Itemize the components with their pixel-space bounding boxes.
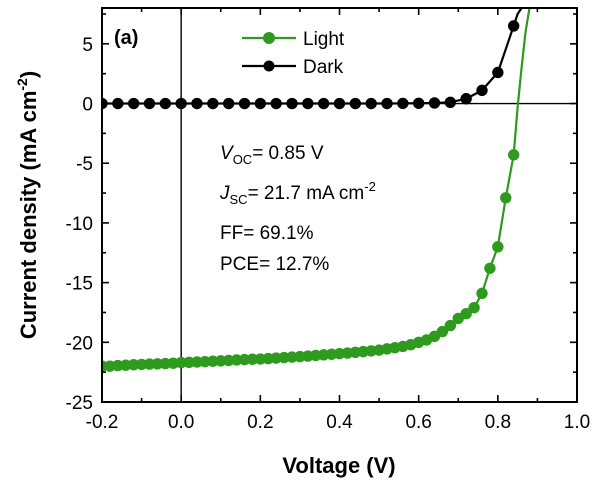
legend-light-label: Light — [303, 29, 345, 50]
data-point-light — [444, 319, 457, 332]
data-point-dark — [476, 84, 488, 97]
data-point-dark — [238, 97, 251, 110]
x-tick-label: 1.0 — [564, 412, 590, 433]
data-point-dark — [127, 97, 140, 110]
data-point-dark — [381, 97, 393, 110]
data-point-dark — [349, 97, 362, 110]
y-axis-ticks: -25 -20 -15 -10 -5 0 5 — [66, 13, 577, 414]
jsc-subscript: SC — [230, 192, 248, 207]
data-point-light — [492, 241, 504, 253]
annotation-voc: VOC= 0.85 V — [220, 143, 324, 167]
data-point-dark — [460, 93, 472, 105]
y-axis-title-sup: -2 — [14, 78, 30, 91]
x-tick-label: 0.2 — [247, 412, 273, 433]
jsc-value: = 21.7 mA cm — [248, 183, 365, 204]
data-point-light — [507, 149, 520, 161]
data-point-dark — [286, 97, 298, 110]
x-axis-ticks: -0.2 0.0 0.2 0.4 0.6 0.8 1.0 — [86, 8, 590, 433]
data-point-dark — [444, 96, 457, 109]
data-point-dark — [397, 97, 409, 110]
series-dark — [102, 8, 523, 110]
voc-subscript: OC — [233, 152, 253, 167]
annotation-pce: PCE= 12.7% — [220, 254, 329, 275]
y-axis-title: Current density (mA cm-2) — [14, 71, 41, 339]
data-point-light — [436, 325, 449, 338]
voc-symbol: V — [220, 143, 235, 164]
y-tick-label: -15 — [66, 274, 93, 295]
series-layer — [102, 8, 531, 372]
voc-value: = 0.85 V — [252, 143, 324, 164]
data-point-dark — [222, 97, 235, 110]
data-point-dark — [254, 97, 267, 110]
data-point-light — [468, 301, 480, 314]
series-light — [102, 8, 531, 372]
annotation-jsc: JSC= 21.7 mA cm-2 — [219, 179, 376, 207]
legend: Light Dark — [242, 29, 345, 78]
x-tick-label: 0.6 — [405, 412, 431, 433]
data-point-dark — [317, 97, 330, 110]
legend-dark-label: Dark — [303, 57, 344, 78]
data-point-dark — [191, 97, 203, 110]
y-tick-label: -25 — [66, 393, 93, 414]
x-tick-label: 0.4 — [326, 412, 353, 433]
data-point-dark — [492, 66, 504, 79]
jsc-superscript: -2 — [364, 179, 376, 194]
legend-light-marker — [263, 32, 275, 44]
y-axis-title-tail: ) — [16, 71, 41, 78]
y-tick-label: -10 — [66, 214, 93, 235]
y-axis-title-text: Current density (mA cm — [16, 91, 41, 340]
annotation-block: VOC= 0.85 V JSC= 21.7 mA cm-2 FF= 69.1% … — [219, 143, 376, 275]
data-point-dark — [302, 97, 314, 110]
data-point-light — [500, 192, 512, 204]
data-point-dark — [143, 97, 156, 110]
data-point-dark — [112, 97, 124, 110]
x-axis-title: Voltage (V) — [282, 453, 395, 478]
data-point-dark — [428, 97, 441, 109]
data-point-dark — [333, 97, 346, 110]
data-point-dark — [175, 97, 187, 110]
y-tick-label: -5 — [76, 154, 93, 175]
jsc-symbol: J — [219, 183, 230, 204]
data-point-light — [484, 262, 496, 274]
x-tick-label: -0.2 — [86, 412, 119, 433]
legend-dark-marker — [263, 60, 275, 72]
series-line-dark — [102, 8, 523, 105]
data-point-dark — [365, 97, 377, 110]
y-tick-label: 0 — [82, 95, 93, 116]
data-point-light — [460, 307, 472, 320]
data-point-dark — [412, 97, 425, 109]
data-point-dark — [507, 20, 520, 32]
annotation-ff: FF= 69.1% — [220, 223, 314, 244]
data-point-dark — [207, 97, 219, 110]
panel-label: (a) — [114, 27, 138, 49]
data-point-dark — [159, 97, 172, 110]
data-point-light — [476, 287, 488, 300]
x-tick-label: 0.8 — [485, 412, 511, 433]
y-tick-label: 5 — [82, 35, 93, 56]
data-point-dark — [270, 97, 282, 110]
x-tick-label: 0.0 — [168, 412, 194, 433]
y-tick-label: -20 — [66, 333, 93, 354]
